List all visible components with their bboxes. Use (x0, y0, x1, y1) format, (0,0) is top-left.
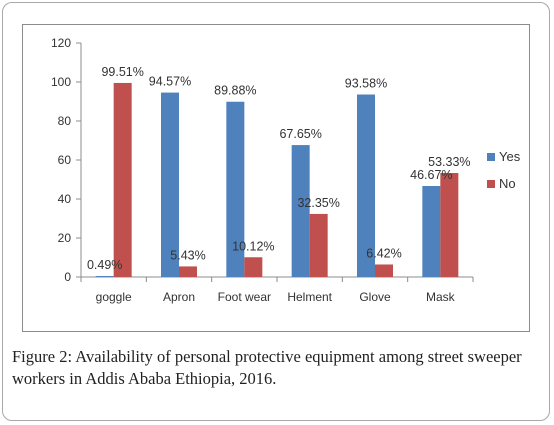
bar-chart: 0 20 40 60 80 100 120 goggle Apron Foot wear Helm… (51, 36, 521, 304)
data-labels: 0.49% 99.51% 94.57% 5.43% 89.88% 10.12% 67.65%… (87, 65, 471, 272)
x-tick-label: Glove (359, 290, 391, 304)
x-tick-label: Apron (163, 290, 195, 304)
figure-caption: Figure 2: Availability of personal prote… (12, 346, 548, 390)
data-label: 32.35% (297, 196, 339, 210)
data-label: 0.49% (87, 258, 122, 272)
x-axis: goggle Apron Foot wear Helment Glove Mask (80, 276, 474, 304)
x-tick-label: Helment (287, 290, 332, 304)
bars (95, 82, 459, 277)
bar-yes-helment (291, 145, 310, 277)
y-axis: 0 20 40 60 80 100 120 (51, 36, 82, 284)
bar-yes-goggle (95, 276, 114, 277)
data-label: 94.57% (149, 75, 191, 89)
y-tick-label: 40 (58, 192, 72, 206)
legend-swatch-yes (487, 153, 495, 161)
x-tick-label: Foot wear (218, 290, 271, 304)
bar-no-foot-wear (244, 257, 263, 277)
y-tick-label: 120 (51, 36, 71, 50)
bar-yes-foot-wear (226, 101, 245, 277)
caption-label: Figure 2: (12, 347, 73, 366)
bar-no-mask (440, 173, 459, 277)
data-label: 10.12% (232, 239, 274, 253)
y-tick-label: 60 (58, 153, 72, 167)
data-label: 99.51% (101, 65, 143, 79)
y-tick-label: 80 (58, 114, 72, 128)
legend-label-yes: Yes (499, 149, 521, 164)
data-label: 89.88% (214, 84, 256, 98)
data-label: 6.42% (366, 246, 401, 260)
y-tick-label: 100 (51, 75, 71, 89)
bar-no-helment (309, 213, 328, 277)
bar-yes-apron (161, 92, 179, 277)
y-tick-label: 0 (64, 270, 71, 284)
legend: Yes No (487, 149, 521, 191)
bar-yes-mask (422, 185, 441, 277)
bar-no-glove (375, 264, 393, 277)
data-label: 53.33% (428, 155, 470, 169)
x-tick-label: goggle (96, 290, 132, 304)
chart-area: 0 20 40 60 80 100 120 goggle Apron Foot wear Helm… (22, 24, 530, 332)
bar-no-apron (179, 266, 197, 277)
bar-yes-glove (357, 94, 375, 277)
data-label: 5.43% (170, 248, 205, 262)
data-label: 46.67% (410, 168, 452, 182)
y-tick-label: 20 (58, 231, 72, 245)
data-label: 93.58% (345, 77, 387, 91)
legend-swatch-no (487, 180, 495, 188)
x-tick-label: Mask (426, 290, 456, 304)
data-label: 67.65% (279, 127, 321, 141)
caption-text: Availability of personal protective equi… (12, 347, 522, 388)
legend-label-no: No (499, 176, 516, 191)
bar-no-goggle (113, 82, 132, 277)
